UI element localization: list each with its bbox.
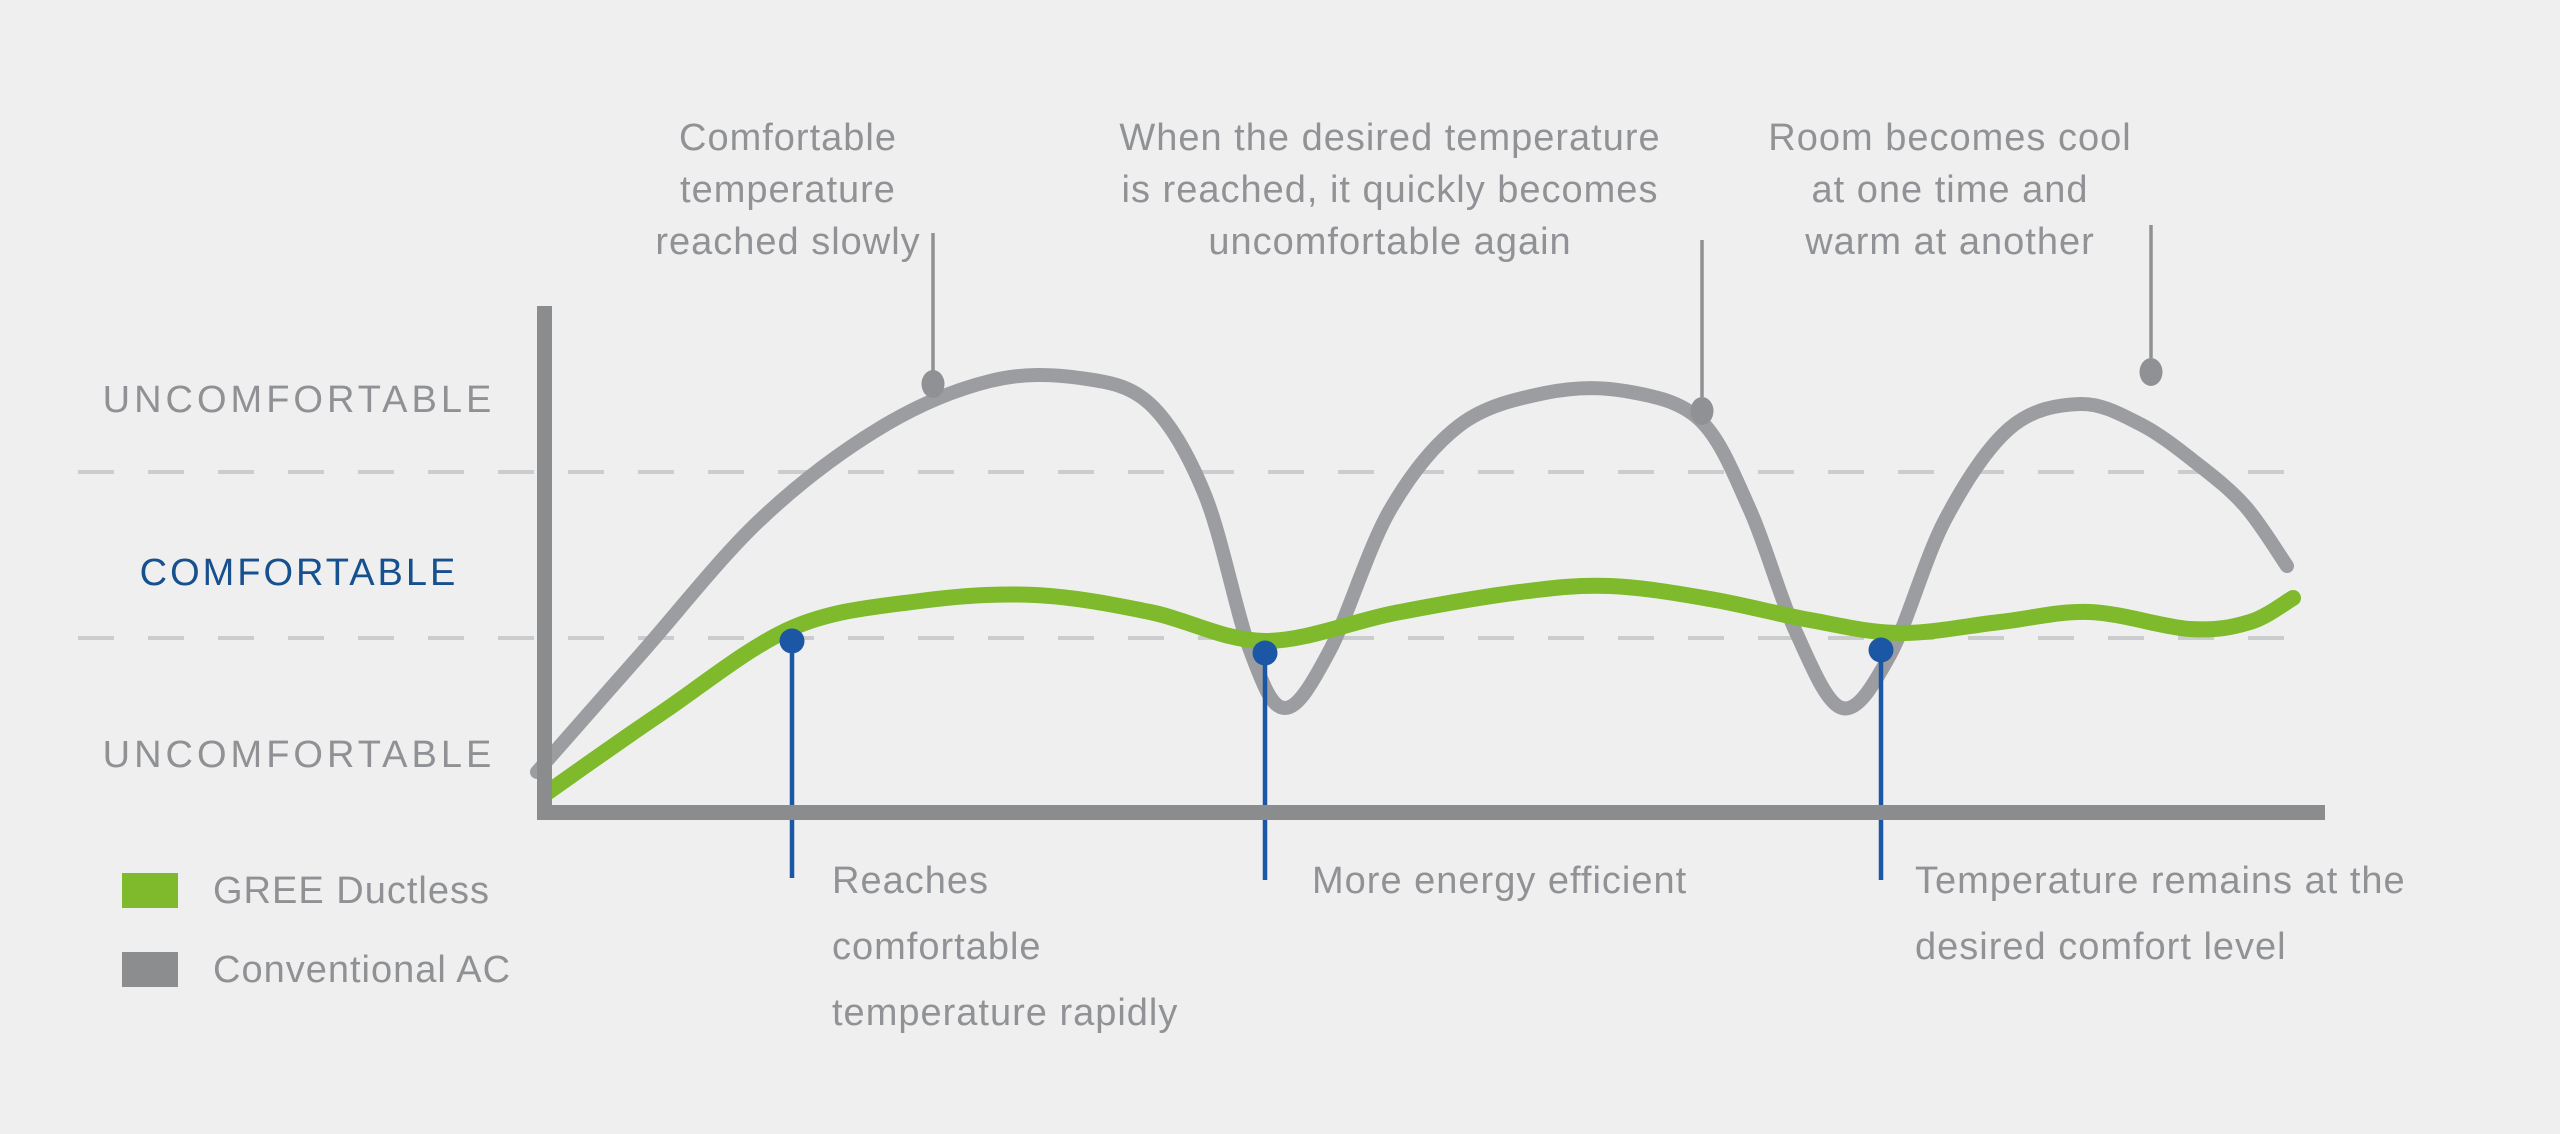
callout-pin-dot-3 [1868,637,1894,663]
axes [537,306,2325,820]
bottom-callout-pins [779,628,1894,880]
gree-ductless-swatch [122,873,178,908]
band-label-uncomfortable-lower: UNCOMFORTABLE [102,734,496,776]
callout-pin-dot-2 [1252,640,1278,666]
curves-group [530,367,2301,800]
annotation-more-energy-efficient: More energy efficient [1312,848,1687,914]
legend-label-gree-ductless: GREE Ductless [213,870,490,912]
annotation-line: at one time and [1811,169,2089,211]
gree-ductless-curve [540,577,2301,800]
annotation-line: warm at another [1805,221,2095,263]
annotation-line: reached slowly [655,221,921,263]
annotation-line: When the desired temperature [1119,117,1661,159]
annotation-remains-at-comfort-level: Temperature remains at the desired comfo… [1915,848,2406,980]
annotation-line: comfortable [832,926,1042,968]
annotation-line: Reaches [832,860,989,902]
annotation-room-cool-warm: Room becomes cool at one time and warm a… [1730,112,2170,268]
callout-connector-dot-2 [1690,397,1714,425]
band-label-uncomfortable-upper: UNCOMFORTABLE [102,379,496,421]
band-label-comfortable: COMFORTABLE [139,552,459,594]
annotation-reaches-temperature-rapidly: Reaches comfortable temperature rapidly [832,848,1178,1046]
annotation-line: Room becomes cool [1768,117,2132,159]
y-axis-bar [537,306,552,818]
annotation-comfortable-reached-slowly: Comfortable temperature reached slowly [588,112,988,268]
annotation-line: desired comfort level [1915,926,2287,968]
legend-label-conventional-ac: Conventional AC [213,949,512,991]
callout-connector-dot-3 [2139,358,2163,386]
conventional-ac-swatch [122,952,178,987]
annotation-line: More energy efficient [1312,860,1688,902]
annotation-quickly-uncomfortable-again: When the desired temperature is reached,… [1080,112,1700,268]
annotation-line: is reached, it quickly becomes [1121,169,1659,211]
conventional-ac-curve [530,367,2294,779]
annotation-line: temperature [680,169,896,211]
top-callout-connectors [921,225,2163,425]
annotation-line: Comfortable [679,117,897,159]
annotation-line: Temperature remains at the [1915,860,2406,902]
callout-pin-dot-1 [779,628,805,654]
annotation-line: uncomfortable again [1208,221,1572,263]
x-axis-bar [537,805,2325,820]
callout-connector-dot-1 [921,370,945,398]
annotation-line: temperature rapidly [832,992,1179,1034]
